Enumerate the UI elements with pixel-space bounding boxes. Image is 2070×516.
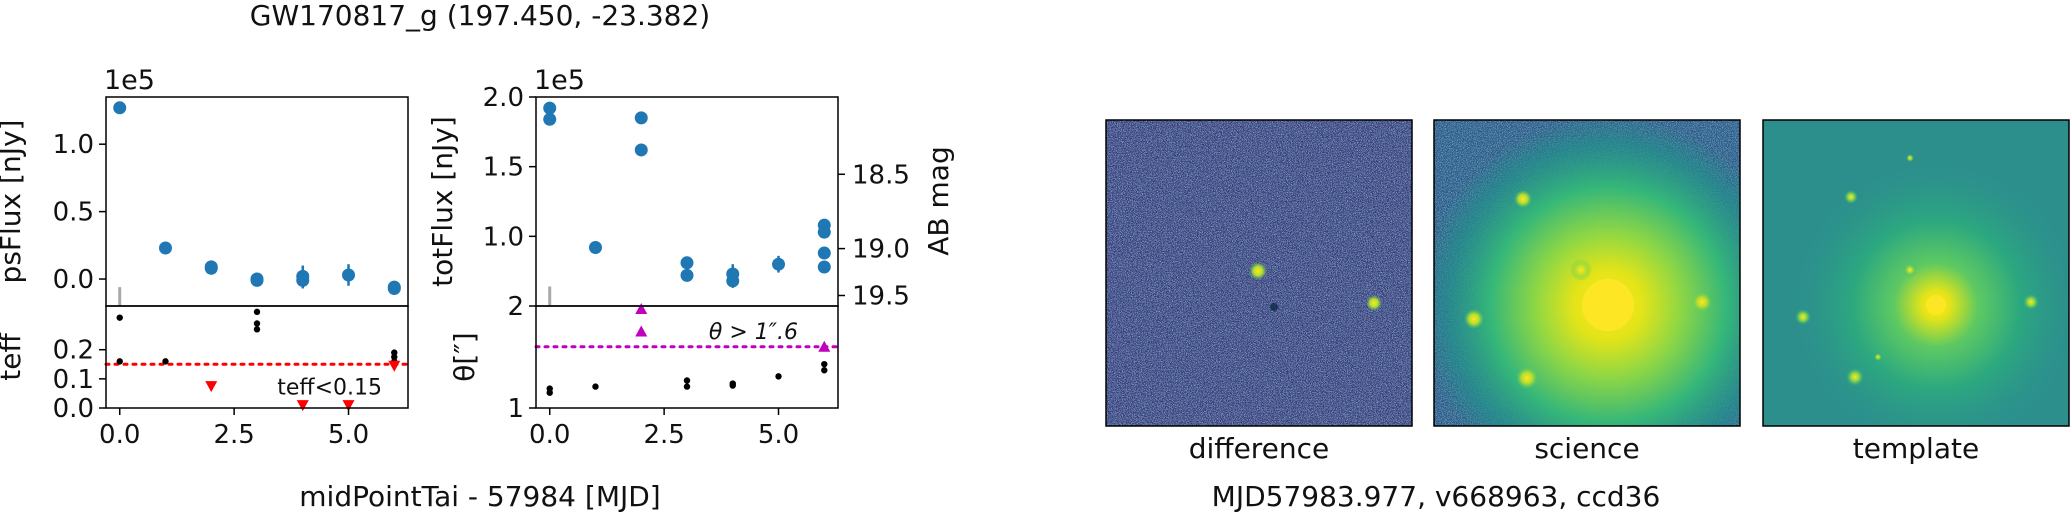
data-point	[683, 377, 691, 384]
science-label: science	[1534, 432, 1639, 465]
x-tick-label: 2.5	[643, 420, 684, 450]
data-point	[772, 257, 786, 271]
data-point	[680, 268, 694, 282]
seeing-panel: θ > 1″.6 1 2 θ[″] 0.0 2.5 5.0	[448, 292, 840, 450]
lower-limit-marker	[635, 303, 648, 315]
data-point	[592, 383, 599, 390]
data-point	[391, 349, 398, 356]
data-point	[253, 326, 261, 333]
teff-panel: teff<0.15 0.00.10.2 teff 0.0 2.5 5.0	[0, 305, 410, 450]
y-tick-label: 1.5	[483, 153, 524, 183]
y-tick-label: 2.0	[483, 83, 524, 113]
data-point	[162, 358, 169, 365]
teff-frame	[105, 305, 409, 409]
data-point	[391, 353, 398, 361]
x-tick-label: 5.0	[758, 420, 799, 450]
science-cutout: science	[1433, 119, 1741, 465]
upper-limit-marker	[205, 381, 218, 393]
difference-source	[1249, 262, 1267, 280]
upper-limit-marker	[388, 360, 401, 372]
data-point	[817, 246, 831, 260]
data-point	[113, 101, 127, 115]
data-point	[116, 358, 123, 365]
template-label: template	[1853, 432, 1979, 465]
data-point	[817, 225, 831, 239]
x-tick-label: 0.0	[99, 420, 140, 450]
psflux-panel: 0.0 0.5 1.0 psFlux [nJy] 1e5	[0, 65, 409, 307]
science-core	[1582, 279, 1634, 331]
teff-y-axis-label: teff	[0, 333, 27, 381]
totflux-y-axis-label: totFlux [nJy]	[426, 116, 459, 287]
data-point	[296, 273, 310, 287]
cutout-caption: MJD57983.977, v668963, ccd36	[1212, 480, 1661, 513]
y-tick-label: 0.1	[53, 365, 94, 395]
data-point	[821, 360, 828, 368]
y-tick-label: 0.5	[53, 198, 94, 228]
data-point	[342, 268, 356, 282]
upper-limit-marker	[296, 400, 309, 412]
data-point	[543, 101, 557, 115]
data-point	[680, 256, 694, 270]
seeing-threshold-annotation: θ > 1″.6	[709, 320, 798, 345]
y-tick-label: 0.2	[53, 336, 94, 366]
data-point	[116, 314, 123, 321]
x-tick-label: 2.5	[213, 420, 254, 450]
x-tick-label: 5.0	[328, 420, 369, 450]
difference-label: difference	[1189, 432, 1330, 465]
data-point	[204, 261, 218, 275]
data-point	[546, 389, 553, 396]
y-tick-label: 1	[507, 394, 524, 424]
ab-mag-axis-label: AB mag	[922, 146, 955, 255]
x-tick-label: 0.0	[529, 420, 570, 450]
right-tick-label: 19.5	[852, 281, 910, 311]
data-point	[543, 112, 557, 126]
y-tick-label: 0.0	[53, 265, 94, 295]
data-point	[253, 308, 261, 316]
offset-text: 1e5	[534, 65, 585, 96]
teff-threshold-annotation: teff<0.15	[277, 375, 382, 400]
template-cutout: template	[1762, 119, 2070, 465]
lower-limit-marker	[818, 340, 831, 352]
y-tick-label: 2	[507, 292, 524, 322]
data-point	[817, 260, 831, 274]
data-point	[726, 274, 740, 288]
data-point	[729, 382, 736, 389]
difference-star	[1366, 295, 1382, 311]
data-point	[387, 281, 401, 295]
psflux-y-axis-label: psFlux [nJy]	[0, 120, 27, 284]
offset-text: 1e5	[104, 65, 155, 96]
difference-cutout: difference	[1105, 119, 1413, 465]
y-tick-label: 1.0	[53, 130, 94, 160]
data-point	[634, 143, 648, 157]
data-point	[683, 383, 691, 390]
right-tick-label: 19.0	[852, 235, 910, 265]
shared-x-axis-label: midPointTai - 57984 [MJD]	[299, 480, 660, 513]
lower-limit-marker	[635, 325, 648, 337]
figure-title: GW170817_g (197.450, -23.382)	[250, 0, 710, 32]
data-point	[775, 373, 782, 380]
seeing-y-axis-label: θ[″]	[448, 332, 481, 381]
data-point	[250, 273, 264, 287]
y-tick-label: 1.0	[483, 222, 524, 252]
template-core	[1926, 295, 1946, 315]
totflux-panel: 1.0 1.5 2.0 totFlux [nJy] 1e5 18.5 19.0 19.5 AB …	[426, 65, 955, 311]
seeing-frame	[535, 305, 839, 409]
data-point	[158, 241, 172, 255]
right-tick-label: 18.5	[852, 160, 910, 190]
y-tick-label: 0.0	[53, 394, 94, 424]
data-point	[588, 240, 602, 254]
upper-limit-marker	[342, 400, 355, 412]
data-point	[821, 367, 828, 374]
data-point	[253, 320, 261, 327]
data-point	[634, 111, 648, 125]
